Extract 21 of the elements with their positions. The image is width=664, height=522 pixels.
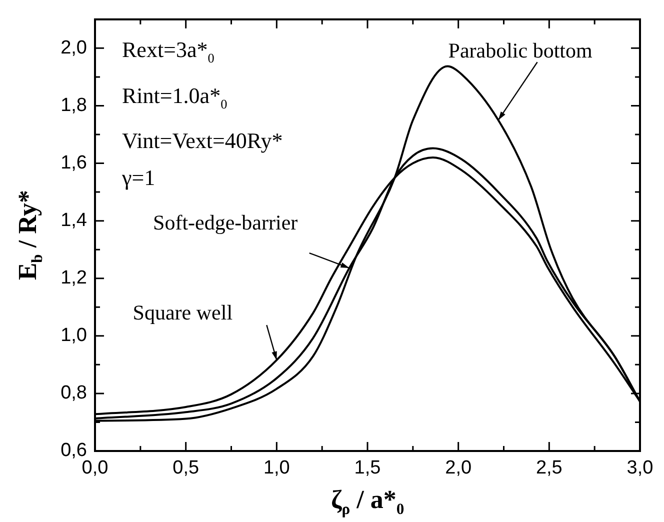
x-tick-label: 3,0 <box>626 458 654 479</box>
annotation: Vint=Vext=40Ry* <box>122 127 283 156</box>
x-tick-label: 2,0 <box>445 458 472 479</box>
annotation: Rint=1.0a*$_{0}$ <box>122 82 228 114</box>
annotation: Parabolic bottom <box>448 38 592 63</box>
y-tick-label: 1,4 <box>60 210 88 232</box>
annotation: Soft-edge-barrier <box>153 210 298 235</box>
x-tick-label: 0,5 <box>172 458 200 479</box>
x-tick-label: 2,5 <box>536 458 562 479</box>
y-tick-label: 2,0 <box>60 37 87 58</box>
x-tick-label: 1,0 <box>263 458 290 479</box>
x-axis-title: ζ$_{ρ}$ / a*$_{0}$ <box>331 485 404 520</box>
x-tick-label: 1,5 <box>354 458 381 479</box>
annotation: γ=1 <box>122 164 156 192</box>
y-tick-label: 1,0 <box>60 325 87 346</box>
y-tick-label: 1,8 <box>60 94 87 116</box>
annotation: Rext=3a*$_{0}$ <box>122 36 216 68</box>
y-tick-label: 1,2 <box>60 268 87 289</box>
y-tick-label: 1,6 <box>60 152 87 174</box>
y-tick-label: 0,8 <box>60 382 87 404</box>
annotation: Square well <box>132 300 233 325</box>
